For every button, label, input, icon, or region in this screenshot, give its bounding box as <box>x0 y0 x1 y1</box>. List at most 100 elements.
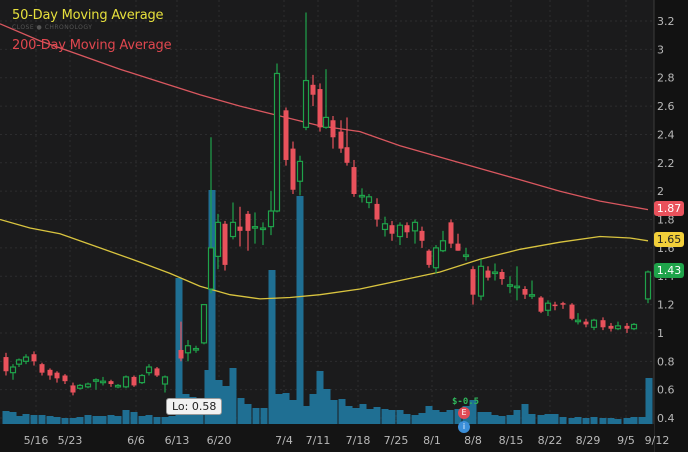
date-tick-label: 8/8 <box>464 434 482 447</box>
earnings-event-icon[interactable]: E <box>458 407 470 419</box>
candle[interactable] <box>600 317 606 331</box>
candle[interactable] <box>47 368 53 380</box>
candle[interactable] <box>590 318 598 331</box>
candle[interactable] <box>344 117 350 166</box>
candle[interactable] <box>296 155 304 196</box>
candle[interactable] <box>84 382 92 389</box>
candle[interactable] <box>528 280 536 299</box>
time-axis: 5/16 5/23 6/6 6/13 6/20 7/4 7/11 7/18 7/25 8/1 8/8… <box>24 434 670 447</box>
info-event-icon[interactable]: i <box>458 421 470 433</box>
candle[interactable] <box>154 366 160 377</box>
candle[interactable] <box>419 226 425 248</box>
candle[interactable] <box>200 304 208 345</box>
candle[interactable] <box>267 191 275 236</box>
candle[interactable] <box>31 351 37 366</box>
candle[interactable] <box>39 362 45 376</box>
candle[interactable] <box>583 318 589 328</box>
candle[interactable] <box>138 374 146 385</box>
candle[interactable] <box>317 83 323 132</box>
candle[interactable] <box>560 301 566 309</box>
volume-bar <box>338 399 346 424</box>
volume-bar <box>352 408 360 424</box>
candle[interactable] <box>470 266 476 305</box>
candle[interactable] <box>358 188 366 203</box>
candle[interactable] <box>229 202 237 240</box>
candle[interactable] <box>630 323 638 331</box>
candle[interactable] <box>192 345 200 353</box>
candle[interactable] <box>207 137 215 294</box>
candle[interactable] <box>569 303 575 321</box>
candle[interactable] <box>381 216 389 237</box>
candle[interactable] <box>222 220 228 271</box>
candle[interactable] <box>122 375 130 389</box>
candle[interactable] <box>99 376 107 386</box>
candle[interactable] <box>251 212 259 244</box>
candle[interactable] <box>624 323 630 333</box>
candle[interactable] <box>374 198 380 227</box>
candle[interactable] <box>259 222 267 246</box>
candle[interactable] <box>462 247 470 261</box>
candle[interactable] <box>477 259 485 301</box>
volume-bar <box>208 190 216 424</box>
candle[interactable] <box>322 69 330 129</box>
candle[interactable] <box>330 116 336 149</box>
candle[interactable] <box>614 321 622 331</box>
candle[interactable] <box>283 107 289 166</box>
candle[interactable] <box>237 206 243 247</box>
candle[interactable] <box>365 193 373 209</box>
volume-bar <box>22 414 30 424</box>
price-tick-label: 1 <box>657 327 664 340</box>
candle[interactable] <box>15 358 23 367</box>
candle[interactable] <box>62 374 68 385</box>
candle[interactable] <box>499 269 505 285</box>
candle[interactable] <box>302 12 310 131</box>
candle[interactable] <box>310 74 316 107</box>
candle[interactable] <box>439 230 447 253</box>
date-tick-label: 8/22 <box>538 434 563 447</box>
volume-bar <box>302 406 310 424</box>
candle[interactable] <box>544 300 552 316</box>
candle[interactable] <box>552 301 558 311</box>
candle[interactable] <box>161 375 169 393</box>
candle[interactable] <box>131 375 137 387</box>
candle[interactable] <box>92 378 100 390</box>
candle[interactable] <box>290 141 296 194</box>
date-tick-label: 5/16 <box>24 434 49 447</box>
candle[interactable] <box>644 270 652 304</box>
candle[interactable] <box>108 379 114 387</box>
candle[interactable] <box>522 286 528 299</box>
candle[interactable] <box>22 354 30 365</box>
candle[interactable] <box>70 382 76 396</box>
candle[interactable] <box>506 276 514 294</box>
candle[interactable] <box>214 213 222 270</box>
candle[interactable] <box>448 219 454 248</box>
candle[interactable] <box>351 159 357 197</box>
candle[interactable] <box>485 266 491 281</box>
candle[interactable] <box>178 321 184 362</box>
candle[interactable] <box>513 266 521 301</box>
volume-bar <box>469 400 477 424</box>
candle[interactable] <box>455 233 461 251</box>
candle[interactable] <box>432 245 440 274</box>
candle[interactable] <box>538 296 544 314</box>
volume-bar <box>484 412 492 424</box>
candle[interactable] <box>54 371 60 383</box>
candle[interactable] <box>396 222 404 246</box>
candle[interactable] <box>3 352 9 376</box>
candle[interactable] <box>389 220 395 241</box>
candle[interactable] <box>9 364 17 380</box>
candle[interactable] <box>273 63 281 213</box>
candle[interactable] <box>491 263 499 281</box>
candle[interactable] <box>184 340 192 362</box>
candle[interactable] <box>114 384 122 389</box>
candle[interactable] <box>574 313 582 325</box>
candle[interactable] <box>338 120 344 153</box>
candle[interactable] <box>145 364 153 376</box>
candle[interactable] <box>608 323 614 332</box>
candle[interactable] <box>426 249 432 268</box>
candle[interactable] <box>411 219 419 244</box>
candle[interactable] <box>245 211 251 251</box>
candle[interactable] <box>76 384 84 390</box>
candle[interactable] <box>404 222 410 238</box>
